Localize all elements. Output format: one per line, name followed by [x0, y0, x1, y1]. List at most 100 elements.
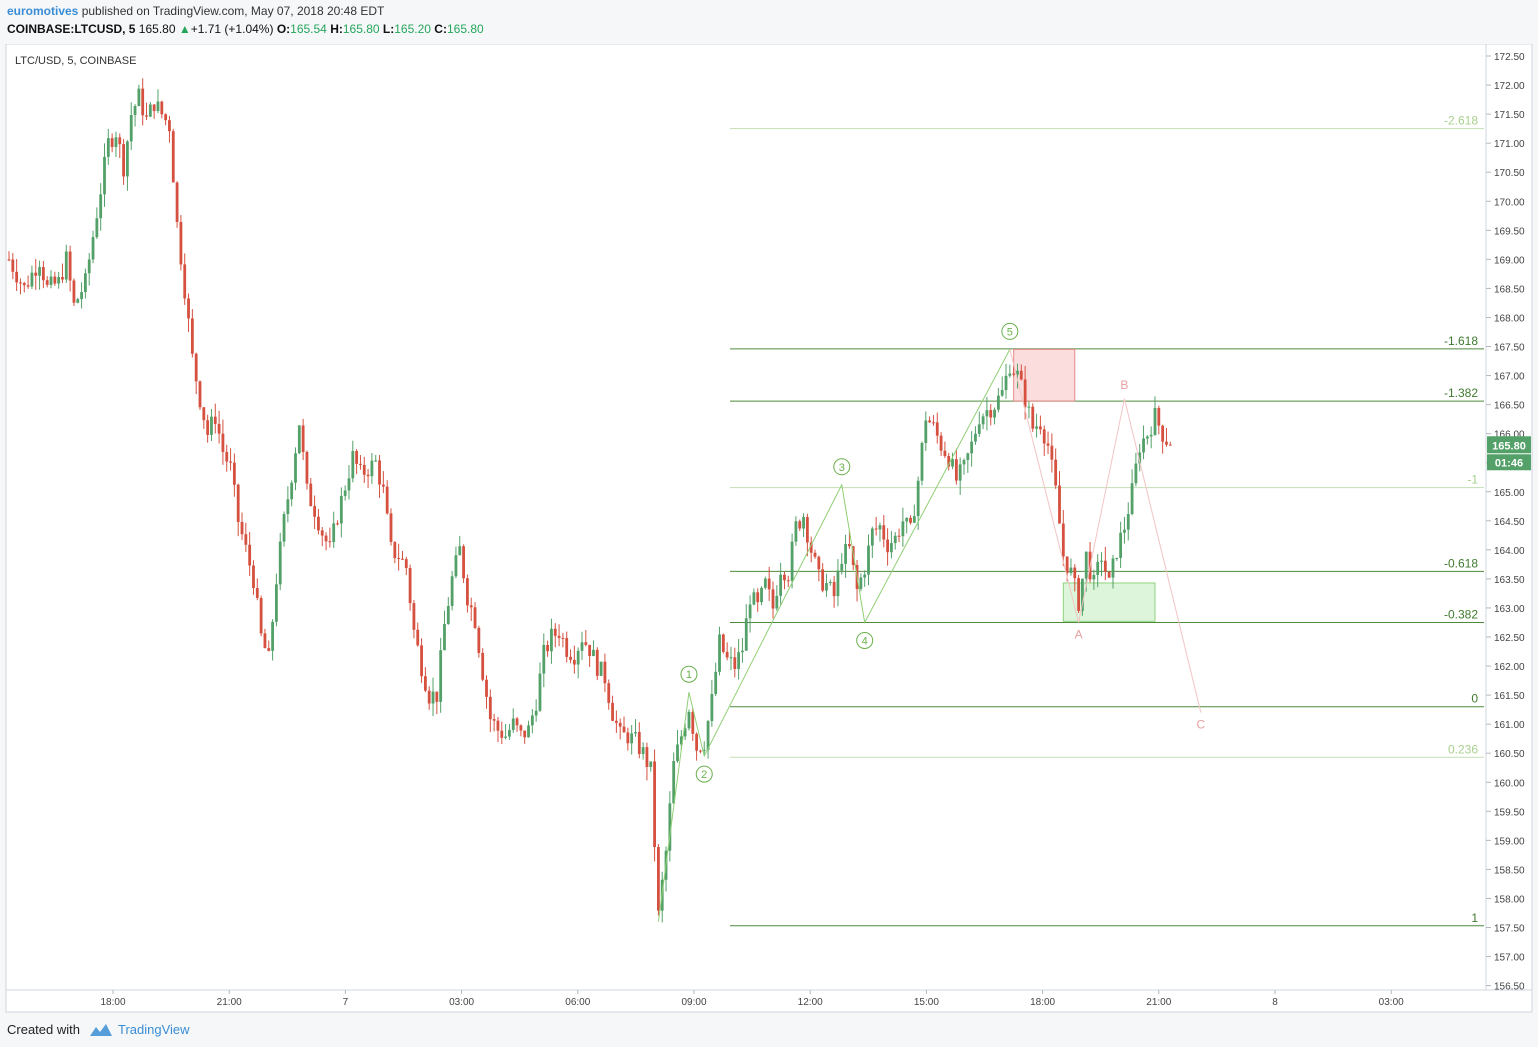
- candle-body: [970, 441, 974, 454]
- candle-body: [103, 156, 106, 195]
- price-badges: 165.80 01:46: [1487, 436, 1531, 471]
- candle-body: [767, 578, 771, 590]
- candle-body: [500, 730, 504, 738]
- tradingview-logo-icon[interactable]: [88, 1021, 114, 1039]
- time-axis[interactable]: 18:00 21:00 7 03:00 06:00 09:00 12:00 15:00 18:0…: [100, 990, 1404, 1008]
- candle-body: [721, 634, 725, 652]
- time-tick-label: 03:00: [449, 997, 474, 1008]
- candle-body: [1149, 434, 1153, 437]
- candle-body: [657, 847, 660, 911]
- candle-body: [550, 628, 553, 652]
- countdown-badge-text: 01:46: [1495, 457, 1523, 469]
- candle-body: [882, 525, 886, 540]
- footer-bar: Created with TradingView: [0, 1014, 1538, 1047]
- fib-extension-layer[interactable]: -2.618 -1.618 -1.382 -1 -0.618 -0.382 0 0.236 1: [730, 114, 1484, 927]
- candle-body: [305, 451, 309, 484]
- price-tick-label: 163.00: [1494, 604, 1525, 615]
- candle-body: [401, 558, 404, 560]
- candle-body: [592, 649, 595, 657]
- candle-body: [996, 395, 1000, 410]
- candle-body: [805, 517, 809, 543]
- price-tick-label: 165.00: [1494, 488, 1525, 499]
- candle-body: [783, 574, 786, 581]
- candle-body: [939, 435, 943, 451]
- publish-line: euromotives published on TradingView.com…: [7, 4, 384, 18]
- candle-body: [912, 516, 916, 523]
- candle-body: [408, 568, 412, 604]
- price-tick-label: 167.50: [1494, 343, 1525, 354]
- time-tick-label: 12:00: [798, 997, 823, 1008]
- price-tick-label: 170.50: [1494, 168, 1525, 179]
- candle-body: [729, 657, 733, 659]
- candle-body: [225, 451, 229, 462]
- candle-body: [446, 606, 450, 624]
- candle-body: [99, 194, 103, 219]
- candle-body: [190, 318, 194, 354]
- candle-body: [786, 580, 790, 582]
- candle-body: [580, 642, 584, 651]
- candle-body: [825, 583, 828, 591]
- candle-body: [19, 282, 22, 284]
- author-link[interactable]: euromotives: [7, 4, 79, 18]
- candle-body: [916, 480, 920, 517]
- candle-body: [527, 725, 530, 738]
- candle-body: [1019, 370, 1023, 380]
- candle-body: [232, 462, 236, 485]
- candle-body: [962, 460, 966, 465]
- candle-body: [443, 623, 446, 651]
- wave-label-circle: [680, 665, 698, 683]
- candle-body: [95, 218, 99, 238]
- low-label: L:: [382, 22, 395, 36]
- candle-body: [958, 464, 962, 481]
- price-tick-label: 169.00: [1494, 255, 1525, 266]
- price-tick-label: 172.50: [1494, 52, 1525, 63]
- elliott-wave-layer[interactable]: 1 2 3 4 5 A B C: [657, 322, 1206, 922]
- candle-body: [11, 259, 15, 272]
- candle-body: [859, 577, 863, 589]
- candle-body: [699, 750, 702, 752]
- candle-body: [901, 521, 905, 537]
- candle-body: [1126, 514, 1130, 530]
- time-tick-label: 8: [1272, 997, 1278, 1008]
- candle-body: [317, 516, 320, 531]
- fib-level-label: -1.382: [1444, 386, 1478, 400]
- candle-body: [309, 483, 313, 507]
- candle-body: [210, 416, 213, 435]
- candle-body: [1000, 390, 1004, 396]
- candle-body: [836, 570, 840, 597]
- candle-body: [351, 450, 355, 479]
- time-tick-label: 7: [343, 997, 349, 1008]
- candle-body: [844, 544, 847, 564]
- candle-body: [378, 460, 381, 485]
- price-tick-label: 162.50: [1494, 633, 1525, 644]
- candle-body: [72, 280, 76, 303]
- candle-body: [874, 528, 878, 530]
- candle-body: [324, 535, 328, 542]
- candle-body: [771, 589, 775, 609]
- target-zone-top: [1013, 348, 1076, 402]
- candle-body: [618, 722, 622, 727]
- price-axis[interactable]: 156.50 157.00 157.50 158.00 158.50 159.00 159.…: [1486, 52, 1525, 993]
- candle-body: [733, 657, 737, 670]
- time-tick-label: 09:00: [681, 997, 706, 1008]
- created-with-label: Created with: [7, 1022, 80, 1037]
- candle-body: [1107, 571, 1111, 578]
- candle-body: [802, 517, 805, 529]
- candle-body: [1050, 445, 1054, 460]
- candle-body: [702, 749, 706, 752]
- candle-body: [1130, 483, 1134, 515]
- candle-body: [893, 535, 897, 544]
- candle-body: [22, 282, 26, 286]
- candle-body: [974, 433, 977, 442]
- candle-body: [488, 696, 492, 720]
- candle-body: [1061, 523, 1065, 557]
- candle-body: [977, 424, 981, 434]
- open-label: O:: [276, 22, 291, 36]
- candle-body: [160, 101, 164, 115]
- tradingview-link[interactable]: TradingView: [118, 1022, 190, 1037]
- fib-level-label: -2.618: [1444, 114, 1478, 128]
- candle-body: [607, 683, 611, 703]
- candle-body: [1145, 436, 1149, 439]
- price-tick-label: 159.50: [1494, 807, 1525, 818]
